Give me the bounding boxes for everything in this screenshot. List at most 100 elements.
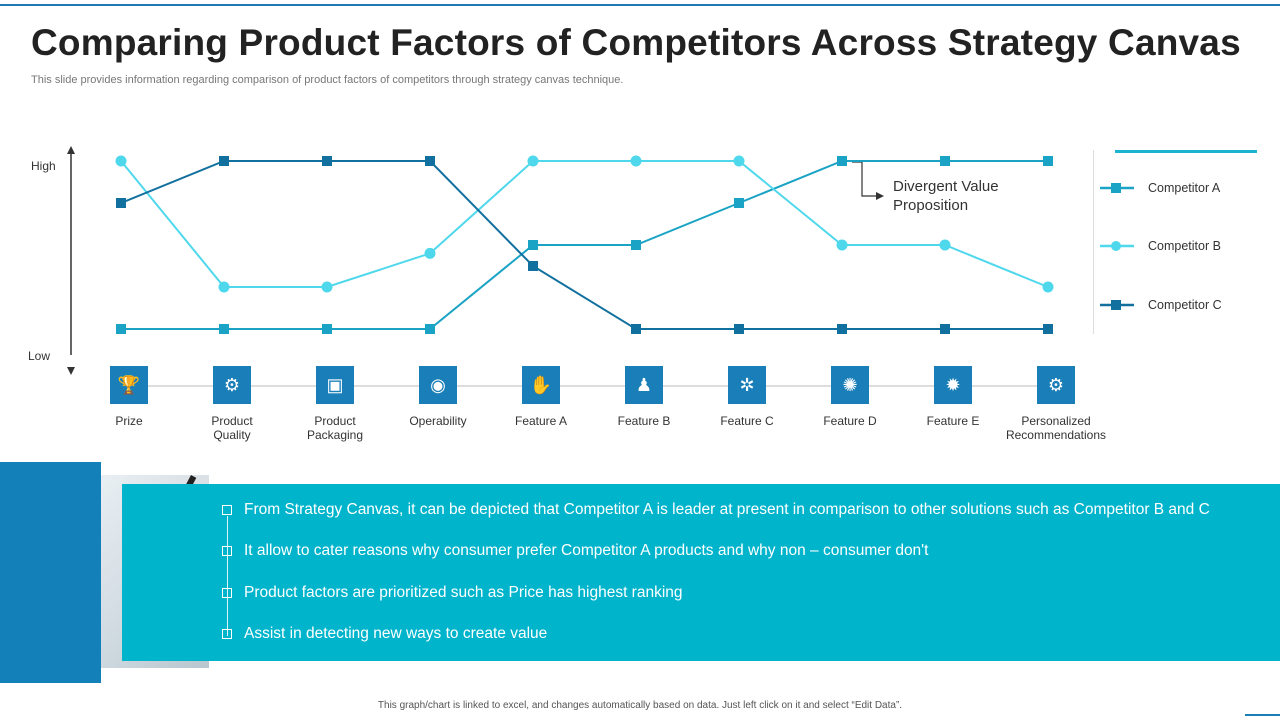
legend-item-competitor-a[interactable]: Competitor A <box>1100 178 1220 198</box>
bullet-text: From Strategy Canvas, it can be depicted… <box>244 501 1210 518</box>
lightbulb-icon: ✺ <box>831 366 869 404</box>
legend-accent-bar <box>1115 150 1257 153</box>
presenter-icon: ♟ <box>625 366 663 404</box>
factor-label: Product Packaging <box>275 414 395 442</box>
data-point-competitor-a-0[interactable] <box>116 324 126 334</box>
summary-bullet: Product factors are prioritized such as … <box>222 584 683 602</box>
data-point-competitor-b-1[interactable] <box>218 281 230 293</box>
data-point-competitor-a-2[interactable] <box>322 324 332 334</box>
data-point-competitor-c-1[interactable] <box>219 156 229 166</box>
factor-label: Feature E <box>893 414 1013 428</box>
y-axis-arrowhead-bottom <box>67 367 75 375</box>
factor-label: Feature C <box>687 414 807 428</box>
data-point-competitor-a-3[interactable] <box>425 324 435 334</box>
factor-label-line-1: Product <box>211 414 253 428</box>
data-point-competitor-c-5[interactable] <box>631 324 641 334</box>
series-line-competitor-b[interactable] <box>120 160 1049 288</box>
summary-dark-panel <box>0 462 101 683</box>
factor-label-line-2: Packaging <box>306 428 364 442</box>
bullet-marker <box>222 588 232 598</box>
factor-label: Operability <box>378 414 498 428</box>
factor-label-line-1: Personalized <box>1021 414 1091 428</box>
hand-coin-icon: ✋ <box>522 366 560 404</box>
divergent-value-annotation: Divergent Value Proposition <box>893 177 999 215</box>
factor-label: Personalized Recommendations <box>996 414 1116 442</box>
legend-item-competitor-b[interactable]: Competitor B <box>1100 236 1221 256</box>
top-rule <box>0 4 1280 6</box>
trophy-icon: 🏆 <box>110 366 148 404</box>
page-title: Comparing Product Factors of Competitors… <box>31 22 1241 63</box>
quality-badge-icon: ⚙ <box>213 366 251 404</box>
data-point-competitor-c-9[interactable] <box>1043 324 1053 334</box>
data-point-competitor-c-6[interactable] <box>734 324 744 334</box>
y-axis-low-label: Low <box>28 349 51 363</box>
data-point-competitor-b-9[interactable] <box>1042 281 1054 293</box>
bullet-text: Assist in detecting new ways to create v… <box>244 625 548 642</box>
factor-label-line-1: Feature A <box>514 414 568 428</box>
factor-label-line-1: Feature B <box>617 414 671 428</box>
bullet-text: It allow to cater reasons why consumer p… <box>244 542 929 559</box>
chart-legend <box>1093 150 1280 334</box>
summary-bullet: Assist in detecting new ways to create v… <box>222 625 547 643</box>
factor-label-line-1: Prize <box>115 414 143 428</box>
series-line-competitor-a[interactable] <box>121 160 1048 330</box>
data-point-competitor-a-9[interactable] <box>1043 156 1053 166</box>
legend-item-competitor-c[interactable]: Competitor C <box>1100 295 1222 315</box>
factor-label-line-1: Feature D <box>823 414 877 428</box>
bullet-connector-line <box>227 516 228 636</box>
strategy-canvas-chart[interactable] <box>0 0 1280 470</box>
data-point-competitor-c-7[interactable] <box>837 324 847 334</box>
page-subtitle: This slide provides information regardin… <box>31 74 624 86</box>
data-point-competitor-c-0[interactable] <box>116 198 126 208</box>
data-point-competitor-a-6[interactable] <box>734 198 744 208</box>
bullet-marker <box>222 629 232 639</box>
data-point-competitor-c-8[interactable] <box>940 324 950 334</box>
data-point-competitor-a-1[interactable] <box>219 324 229 334</box>
bottom-accent-bar <box>1245 714 1280 716</box>
browser-gear-icon: ⚙ <box>1037 366 1075 404</box>
data-point-competitor-a-8[interactable] <box>940 156 950 166</box>
data-point-competitor-b-5[interactable] <box>630 155 642 167</box>
settings-icon: ✹ <box>934 366 972 404</box>
y-axis-high-label: High <box>31 159 56 173</box>
data-point-competitor-b-2[interactable] <box>321 281 333 293</box>
annotation-line-2: Proposition <box>893 197 969 214</box>
annotation-arrowhead <box>876 192 884 200</box>
data-point-competitor-c-2[interactable] <box>322 156 332 166</box>
data-point-competitor-a-7[interactable] <box>837 156 847 166</box>
data-point-competitor-c-4[interactable] <box>528 261 538 271</box>
factor-label-line-2: Recommendations <box>1005 428 1107 442</box>
legend-label-competitor-a: Competitor A <box>1148 181 1221 195</box>
gear-cycle-icon: ✲ <box>728 366 766 404</box>
factor-label-line-1: Product <box>314 414 356 428</box>
factor-label-line-1: Operability <box>409 414 467 428</box>
y-axis-arrowhead-top <box>67 146 75 154</box>
factor-label: Feature D <box>790 414 910 428</box>
factor-label: Product Quality <box>172 414 292 442</box>
data-point-competitor-b-0[interactable] <box>115 155 127 167</box>
factor-label-line-1: Feature C <box>720 414 774 428</box>
factor-label: Prize <box>69 414 189 428</box>
legend-label-competitor-b: Competitor B <box>1148 239 1221 253</box>
data-point-competitor-b-3[interactable] <box>424 247 436 259</box>
data-point-competitor-b-7[interactable] <box>836 239 848 251</box>
series-line-competitor-c[interactable] <box>120 160 1048 330</box>
globe-icon: ◉ <box>419 366 457 404</box>
factor-label: Feature A <box>481 414 601 428</box>
data-point-competitor-b-8[interactable] <box>939 239 951 251</box>
annotation-line-1: Divergent Value <box>893 178 999 195</box>
footer-note: This graph/chart is linked to excel, and… <box>377 700 903 711</box>
legend-label-competitor-c: Competitor C <box>1148 298 1222 312</box>
data-point-competitor-c-3[interactable] <box>425 156 435 166</box>
factor-label: Feature B <box>584 414 704 428</box>
data-point-competitor-b-4[interactable] <box>527 155 539 167</box>
annotation-arrow <box>852 161 876 197</box>
bullet-marker <box>222 505 232 515</box>
data-point-competitor-a-4[interactable] <box>528 240 538 250</box>
factor-label-line-2: Quality <box>213 428 251 442</box>
data-point-competitor-a-5[interactable] <box>631 240 641 250</box>
box-icon: ▣ <box>316 366 354 404</box>
summary-bullet: From Strategy Canvas, it can be depicted… <box>222 501 1210 519</box>
bullet-text: Product factors are prioritized such as … <box>244 584 683 601</box>
data-point-competitor-b-6[interactable] <box>733 155 745 167</box>
